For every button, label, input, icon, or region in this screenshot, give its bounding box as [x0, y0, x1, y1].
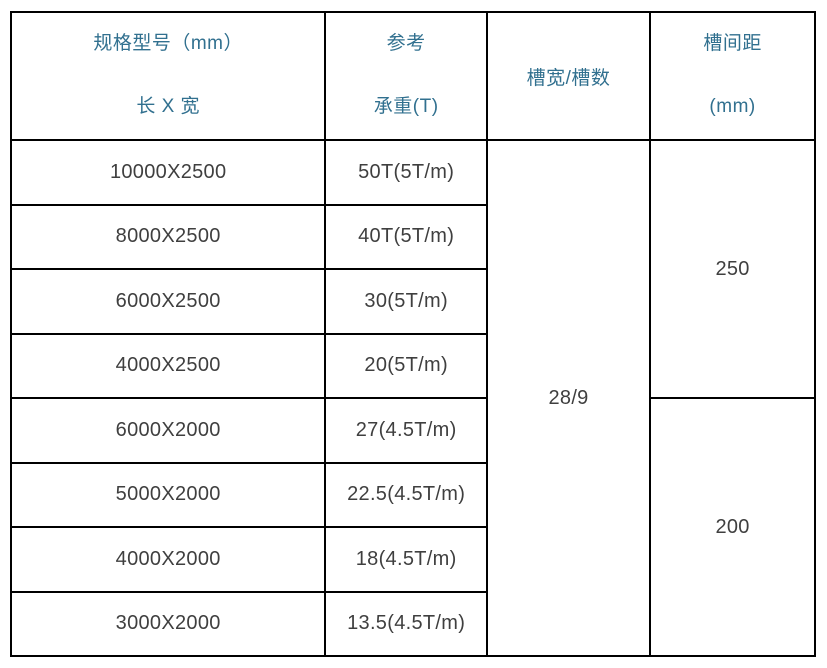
- table-row: 6000X2500 30(5T/m): [9, 268, 815, 335]
- spec-table-container: 规格型号（mm） 长 X 宽 参考 承重(T) 槽宽/槽数 槽间距: [9, 11, 816, 657]
- column-header-spec: 规格型号（mm） 长 X 宽: [9, 11, 327, 141]
- column-header-load: 参考 承重(T): [324, 11, 488, 141]
- load-cell: 50T(5T/m): [324, 139, 488, 206]
- load-cell: 18(4.5T/m): [324, 526, 488, 593]
- table-row: 3000X2000 13.5(4.5T/m): [9, 590, 815, 657]
- table-row: 4000X2000 18(4.5T/m): [9, 526, 815, 593]
- header-spec-line2: 长 X 宽: [136, 96, 201, 117]
- spec-cell: 6000X2500: [9, 268, 327, 335]
- header-spacing-line1: 槽间距: [703, 33, 762, 55]
- table-row: 8000X2500 40T(5T/m): [9, 203, 815, 270]
- product-spec-table: 规格型号（mm） 长 X 宽 参考 承重(T) 槽宽/槽数 槽间距: [9, 11, 816, 657]
- spec-cell: 3000X2000: [9, 590, 327, 657]
- header-load-line2: 承重(T): [373, 96, 439, 117]
- header-load-line1: 参考: [386, 33, 426, 55]
- table-row: 4000X2500 20(5T/m): [9, 332, 815, 399]
- column-header-slot: 槽宽/槽数: [485, 11, 652, 141]
- spec-cell: 4000X2000: [9, 526, 327, 593]
- spec-cell: 10000X2500: [9, 139, 327, 206]
- load-cell: 30(5T/m): [324, 268, 488, 335]
- table-row: 5000X2000 22.5(4.5T/m): [9, 461, 815, 528]
- spec-cell: 6000X2000: [9, 397, 327, 464]
- slot-width-count-cell: 28/9: [485, 139, 652, 657]
- header-row: 规格型号（mm） 长 X 宽 参考 承重(T) 槽宽/槽数 槽间距: [9, 11, 816, 141]
- load-cell: 13.5(4.5T/m): [324, 590, 488, 657]
- spec-cell: 4000X2500: [9, 332, 327, 399]
- table-row: 6000X2000 27(4.5T/m) 200: [9, 397, 816, 657]
- column-header-spacing: 槽间距 (mm): [649, 11, 816, 141]
- spacing-cell-top: 250: [649, 139, 816, 399]
- spec-cell: 8000X2500: [9, 203, 327, 270]
- load-cell: 27(4.5T/m): [324, 397, 488, 464]
- table-row: 10000X2500 50T(5T/m) 28/9 250: [9, 139, 816, 657]
- header-slot-label: 槽宽/槽数: [526, 67, 611, 89]
- header-spec-line1: 规格型号（mm）: [93, 33, 243, 55]
- load-cell: 22.5(4.5T/m): [324, 461, 488, 528]
- load-cell: 40T(5T/m): [324, 203, 488, 270]
- spacing-cell-bottom: 200: [649, 397, 816, 657]
- header-spacing-line2: (mm): [709, 96, 756, 117]
- load-cell: 20(5T/m): [324, 332, 488, 399]
- spec-cell: 5000X2000: [9, 461, 327, 528]
